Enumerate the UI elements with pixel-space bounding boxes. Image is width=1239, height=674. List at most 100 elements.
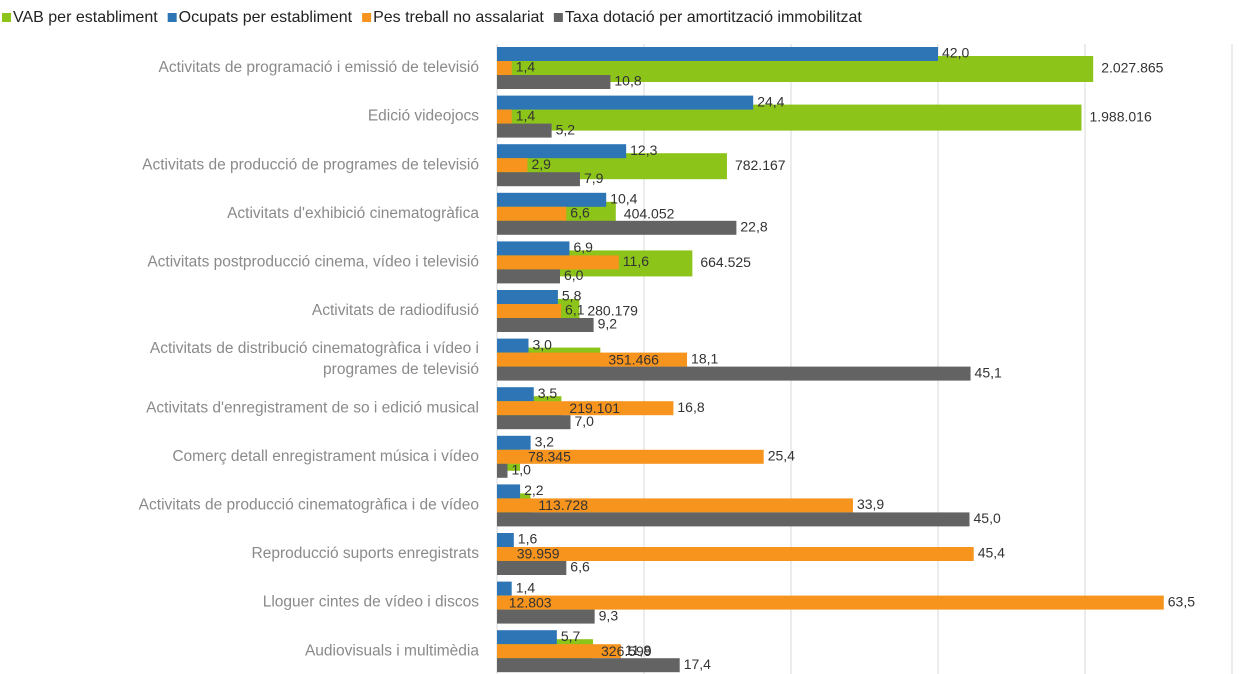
data-label: 6,6: [570, 559, 590, 575]
data-label: 6,1: [565, 302, 585, 318]
bar: [497, 95, 754, 110]
data-label: 1,4: [516, 579, 536, 595]
legend-swatch: [553, 13, 563, 22]
data-label: 6,9: [573, 239, 593, 255]
data-label: 16,8: [677, 399, 704, 415]
bar: [497, 609, 595, 624]
bar: [497, 512, 970, 527]
data-label: 11,8: [625, 642, 651, 658]
bar: [497, 172, 580, 187]
data-label: 326.599: [601, 643, 652, 659]
data-label: 12.803: [509, 594, 552, 610]
bar: [497, 561, 567, 575]
data-label: 10,4: [610, 191, 637, 207]
data-label: 24,4: [757, 93, 784, 109]
category-label: Activitats de distribució cinematogràfic…: [150, 340, 479, 357]
data-label: 25,4: [768, 448, 795, 464]
data-label: 6,0: [564, 267, 584, 283]
data-label: 664.525: [700, 254, 751, 270]
category-label: Activitats d'enregistrament de so i edic…: [146, 399, 479, 416]
bar: [497, 644, 621, 659]
category-label: Activitats de radiodifusió: [312, 302, 479, 319]
data-label: 782.167: [735, 157, 786, 173]
data-label: 42,0: [942, 45, 969, 61]
bar: [497, 658, 680, 673]
data-label: 3,0: [533, 336, 553, 352]
bar: [497, 498, 853, 513]
data-label: 12,3: [630, 142, 657, 158]
data-label: 7,9: [584, 170, 604, 186]
bar: [497, 449, 764, 464]
bar: [497, 304, 562, 318]
legend-label: Ocupats per establiment: [179, 9, 353, 26]
data-label: 2,2: [524, 482, 544, 498]
bar: [497, 123, 552, 138]
category-label: Activitats postproducció cinema, vídeo i…: [147, 253, 479, 270]
bar: [497, 463, 508, 478]
category-label: Activitats de producció de programes de …: [142, 156, 479, 173]
data-label: 1,4: [516, 107, 536, 123]
legend-swatch: [167, 13, 177, 22]
bar: [497, 318, 594, 332]
bar: [497, 366, 971, 381]
data-label: 5,7: [561, 628, 581, 644]
data-label: 63,5: [1168, 593, 1195, 609]
data-label: 2.027.865: [1101, 60, 1163, 76]
data-label: 351.466: [608, 351, 659, 367]
data-label: 45,4: [978, 545, 1005, 561]
bar: [497, 192, 607, 207]
bar: [497, 547, 974, 561]
category-label: Audiovisuals i multimèdia: [305, 642, 479, 659]
bar: [497, 484, 521, 499]
data-label: 17,4: [684, 656, 711, 672]
bar: [497, 415, 571, 430]
category-label: Reproducció suports enregistrats: [252, 545, 480, 562]
category-label: Activitats d'exhibició cinematogràfica: [227, 205, 479, 222]
bar: [497, 338, 529, 353]
data-label: 5,2: [556, 121, 576, 137]
bar: [497, 352, 688, 367]
data-label: 5,8: [562, 288, 582, 304]
bar: [497, 47, 938, 61]
data-label: 1.988.016: [1089, 108, 1151, 124]
data-label: 45,0: [974, 510, 1001, 526]
data-label: 113.728: [538, 497, 588, 513]
category-label: Activitats de producció cinematogràfica …: [139, 496, 479, 513]
data-label: 219.101: [569, 400, 620, 416]
data-label: 11,6: [623, 253, 649, 269]
category-label: programes de televisió: [323, 361, 479, 378]
data-label: 1,6: [518, 531, 538, 547]
data-label: 404.052: [624, 206, 675, 222]
bar: [497, 61, 512, 75]
category-label: Edició videojocs: [368, 108, 479, 125]
data-label: 10,8: [614, 73, 641, 89]
data-label: 280.179: [587, 303, 638, 319]
legend-label: VAB per establiment: [13, 9, 158, 26]
bar: [497, 595, 1164, 610]
bar: [497, 269, 560, 284]
data-label: 78.345: [528, 449, 571, 465]
bar: [497, 220, 737, 235]
bar: [497, 241, 570, 256]
bar: [497, 144, 627, 159]
data-label: 2,9: [531, 156, 551, 172]
bar: [497, 109, 512, 124]
bar: [497, 630, 557, 645]
bar: [497, 401, 674, 416]
data-label: 9,2: [598, 316, 618, 332]
data-label: 39.959: [517, 546, 560, 562]
data-label: 1,4: [516, 59, 536, 75]
bar: [497, 435, 531, 450]
legend-swatch: [362, 13, 372, 22]
legend-label: Taxa dotació per amortització immobilitz…: [565, 9, 863, 26]
data-label: 7,0: [575, 413, 595, 429]
bar: [497, 581, 512, 596]
data-label: 45,1: [975, 364, 1002, 380]
category-label: Activitats de programació i emissió de t…: [159, 59, 479, 76]
data-label: 9,3: [599, 607, 619, 623]
data-label: 33,9: [857, 496, 884, 512]
data-label: 6,6: [570, 205, 590, 221]
legend-label: Pes treball no assalariat: [373, 9, 544, 26]
bar: [497, 290, 558, 304]
